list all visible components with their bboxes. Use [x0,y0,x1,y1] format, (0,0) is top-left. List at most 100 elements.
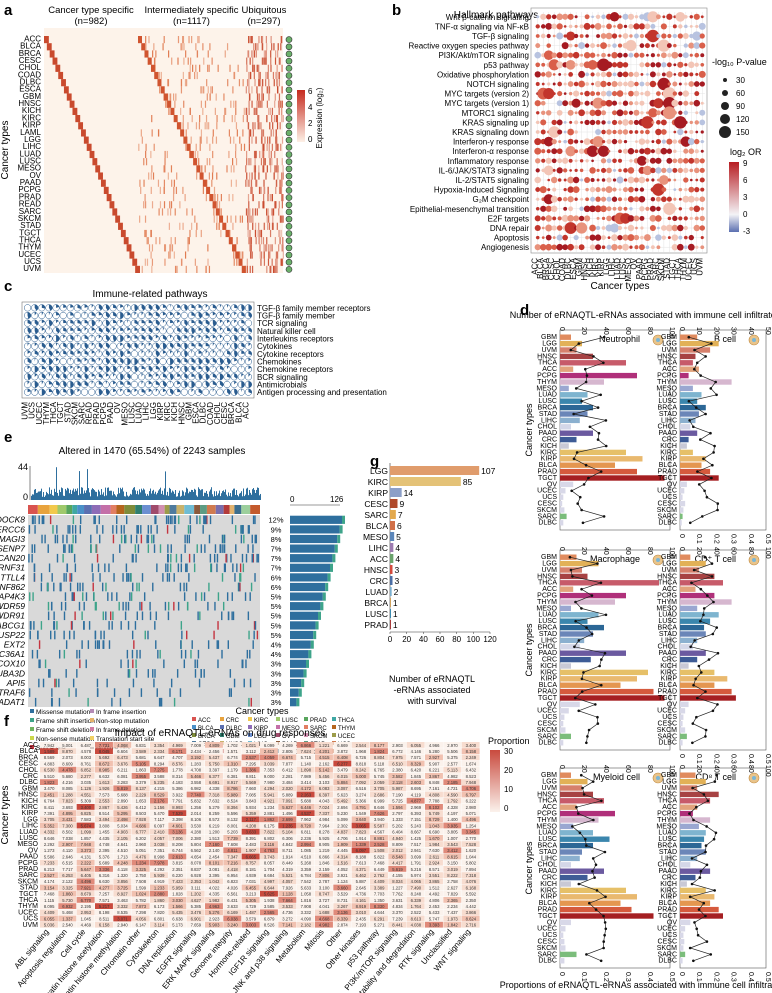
panel-c-immune-pathways: Immune-related pathways TGF-β family mem… [21,289,387,426]
intermediate-cell [151,165,153,173]
immune-subplot-1: B cellGBMLGGUVMHNSCTHCAACCPCPGTHYMMESOLU… [656,327,771,544]
proportion-point [580,607,583,610]
cancer-label-LUSC: LUSC [618,258,627,280]
mutation-cell [85,659,87,669]
gene-label: ADAT1 [0,697,25,707]
specific-cell [89,150,95,159]
sample-bar [75,488,76,500]
ubiquitous-cell [281,215,284,223]
drug-cell-value: 5.309 [81,799,92,804]
intermediate-cell [229,136,232,144]
intermediate-diag [141,43,146,51]
drug-cell-value: 2.302 [337,823,348,828]
drug-cell-value: 5.202 [392,823,403,828]
intermediate-diag [154,71,159,80]
sample-bar [187,488,188,500]
drug-cell-value: 2.903 [392,743,403,748]
sample-bar [128,496,129,500]
pathway-dot [601,14,606,20]
mutation-cell [140,534,143,544]
axis-label-cancer-types-a: Cancer types [0,121,11,180]
pathway-dot [578,148,585,154]
ubiquitous-cell [270,265,272,273]
pie-slice [227,304,229,308]
cancer-label-KIRC: KIRC [591,258,600,277]
mutation-cell [178,515,180,525]
infiltrate-bar [680,379,732,385]
mutation-cell [51,573,53,582]
gene-bar-extra [310,640,314,649]
drug-cell-value: 5.359 [246,811,257,816]
sample-bar [43,492,44,500]
pathway-dot [562,234,568,241]
gene-label: MAGI3 [0,534,25,544]
sample-bar [215,496,216,500]
gene-label: ERCC6 [0,524,25,534]
ubiquitous-cell [274,237,276,245]
ubiquitous-cell [277,100,280,108]
gene-bar-extra [332,554,336,563]
infiltrate-bar [680,958,683,964]
mutation-cell [180,621,183,630]
pathway-dot [660,23,667,30]
pathway-dot [672,167,678,173]
proportion-point [693,367,696,371]
row-marker [285,65,293,72]
pathway-dot [591,15,594,19]
cell-icon-nucleus [656,338,660,342]
pie-slice [148,319,152,324]
proportion-point [575,805,578,809]
mutation-cell [50,630,52,640]
pie-slice [127,365,131,370]
drug-cell-value: 3.588 [154,774,165,779]
gene-bar-extra [330,563,333,572]
proportion-point [602,914,605,918]
top-tick-80: 80 [646,765,653,773]
immune-subplot-5: CD⁸ T cellGBMLGGUVMHNSCTHCAACCPCPGTHYMME… [656,765,771,982]
pathway-dot [536,15,540,19]
gene-label: ZNF862 [0,582,25,592]
pathway-label: MTORC1 signaling [462,109,529,118]
pathway-dot [540,72,546,77]
specific-cell [78,122,84,130]
pie-slice [234,373,238,379]
ubiquitous-cell [282,251,284,259]
ubiquitous-cell [266,86,268,94]
pathway-dot [639,52,645,58]
pathway-dot [607,43,611,48]
cancer-label-SARC: SARC [651,258,660,280]
intermediate-cell [169,208,172,216]
or-legend-title: log₂ OR [730,147,762,157]
pathway-dot [667,53,672,58]
sample-bar [199,488,200,500]
infiltrate-bar [680,430,698,436]
infiltrate-bar [680,494,683,500]
sample-bar [56,467,57,500]
mutation-cell [95,601,97,611]
pathway-dot [678,197,682,201]
intermediate-cell [177,36,180,44]
sample-bar [77,488,78,500]
drug-cell-value: 4.197 [447,811,458,816]
drug-cell-value: 5.623 [337,792,348,797]
mutation-cell [72,678,75,688]
mutation-cell [41,515,44,525]
ubiquitous-cell [263,251,265,259]
mutation-cell [147,544,150,553]
mutation-cell [125,601,127,611]
mutation-cell [254,515,256,525]
pathway-dot [567,81,574,87]
drug-cell-value: 1.914 [356,836,367,841]
pathway-dot [590,196,596,202]
pathway-dot [673,149,677,153]
drug-cell-value: 7.964 [319,823,330,828]
pie-slice [27,381,30,385]
pie-slice [63,327,67,332]
mutation-cell [173,573,175,582]
sample-bar [48,494,49,500]
pathway-dot [655,148,662,155]
infiltrate-bar [560,398,582,404]
drug-cell-value: 7.091 [282,799,293,804]
mutation-cell [122,573,124,582]
gene-pct: 5% [271,631,282,640]
